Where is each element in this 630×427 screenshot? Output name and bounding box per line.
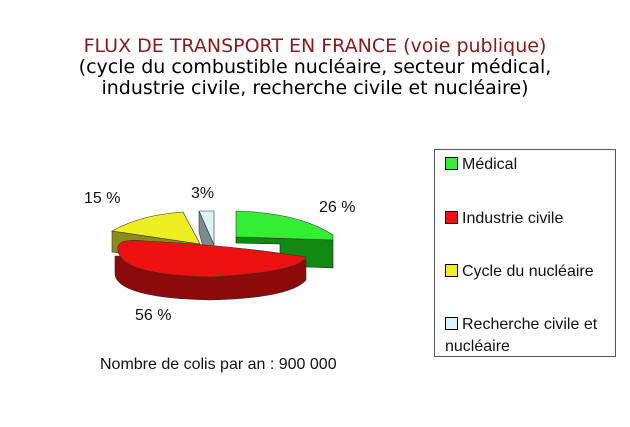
legend-item-medical: Médical bbox=[445, 154, 517, 176]
swatch-medical-icon bbox=[445, 157, 458, 170]
label-recherche: 3% bbox=[191, 185, 215, 202]
swatch-recherche-icon bbox=[445, 317, 458, 330]
legend: Médical Industrie civile Cycle du nucléa… bbox=[434, 149, 616, 357]
legend-label: Cycle du nucléaire bbox=[462, 263, 594, 280]
subtitle-line-1: (cycle du combustible nucléaire, secteur… bbox=[78, 56, 552, 78]
legend-label: Industrie civile bbox=[462, 210, 564, 227]
chart-title: FLUX DE TRANSPORT EN FRANCE (voie publiq… bbox=[0, 36, 630, 99]
legend-label: Médical bbox=[462, 156, 518, 173]
swatch-industrie-icon bbox=[445, 211, 458, 224]
slice-medical bbox=[235, 210, 334, 269]
legend-item-recherche: Recherche civile et nucléaire bbox=[445, 314, 597, 358]
slice-industrie bbox=[114, 240, 307, 301]
swatch-cycle-icon bbox=[445, 264, 458, 277]
legend-label-line2: nucléaire bbox=[445, 338, 510, 355]
legend-item-cycle: Cycle du nucléaire bbox=[445, 261, 594, 283]
slice-recherche bbox=[198, 210, 215, 248]
label-cycle: 15 % bbox=[84, 190, 121, 207]
label-medical: 26 % bbox=[319, 199, 356, 216]
subtitle-line-2: industrie civile, recherche civile et nu… bbox=[101, 77, 529, 99]
footer-annotation: Nombre de colis par an : 900 000 bbox=[100, 356, 337, 373]
legend-label: Recherche civile et bbox=[462, 316, 598, 333]
legend-item-industrie: Industrie civile bbox=[445, 208, 563, 230]
title-main: FLUX DE TRANSPORT EN FRANCE bbox=[83, 35, 398, 57]
title-suffix: (voie publique) bbox=[397, 35, 547, 57]
label-industrie: 56 % bbox=[135, 307, 172, 324]
